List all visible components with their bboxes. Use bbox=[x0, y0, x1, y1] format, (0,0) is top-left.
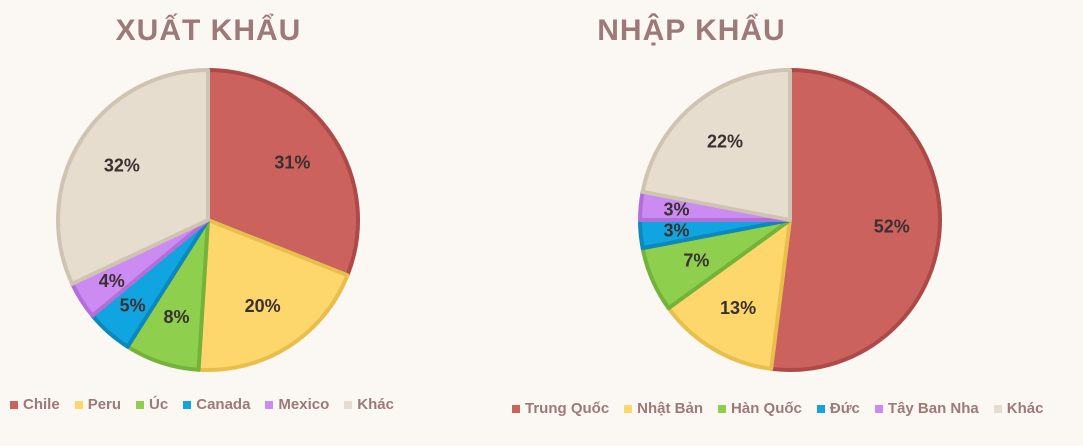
slice-label-han-quoc: 7% bbox=[683, 251, 709, 271]
legend-swatch bbox=[10, 400, 18, 409]
legend-item-uc: Úc bbox=[136, 396, 168, 413]
legend-item-mexico: Mexico bbox=[265, 396, 329, 413]
legend-label: Peru bbox=[87, 396, 122, 413]
legend-item-canada: Canada bbox=[183, 396, 250, 413]
import-chart: NHẬP KHẨU 52% 13% 7% 3% 3% 22% Trung Quốc Nhật… bbox=[500, 0, 1083, 446]
legend-item-nhat-ban: Nhật Bản bbox=[624, 400, 703, 417]
legend-item-duc: Đức bbox=[816, 400, 860, 417]
pie-slice-trung-quoc bbox=[769, 68, 942, 372]
legend-swatch bbox=[512, 404, 520, 413]
legend-swatch bbox=[874, 404, 883, 413]
pie-slice-nhat-ban bbox=[666, 218, 792, 371]
legend-label: Canada bbox=[196, 396, 251, 413]
pie-slice-peru bbox=[196, 218, 350, 372]
legend-label: Nhật Bản bbox=[637, 400, 704, 417]
slice-label-nhat-ban: 13% bbox=[720, 298, 756, 318]
legend-label: Chile bbox=[23, 396, 60, 413]
slice-label-khac: 32% bbox=[104, 155, 140, 175]
legend-label: Úc bbox=[149, 396, 169, 413]
legend-swatch bbox=[344, 400, 353, 409]
legend-swatch bbox=[265, 400, 274, 409]
legend-swatch bbox=[816, 404, 825, 413]
import-chart-title: NHẬP KHẨU bbox=[597, 14, 786, 47]
legend-label: Đức bbox=[829, 400, 860, 417]
slice-label-uc: 8% bbox=[163, 307, 189, 327]
slice-label-peru: 20% bbox=[245, 296, 281, 316]
legend-label: Trung Quốc bbox=[525, 400, 610, 417]
legend-item-khac: Khác bbox=[993, 400, 1044, 417]
slice-label-trung-quoc: 52% bbox=[874, 216, 910, 236]
legend-label: Khác bbox=[1006, 400, 1044, 417]
export-pie: 31% 20% 8% 5% 4% 32% bbox=[56, 68, 360, 372]
slice-label-canada: 5% bbox=[120, 296, 146, 316]
legend-item-peru: Peru bbox=[74, 396, 122, 413]
legend-label: Mexico bbox=[278, 396, 330, 413]
legend-item-chile: Chile bbox=[10, 396, 60, 413]
slice-label-duc: 3% bbox=[663, 221, 689, 241]
slice-label-khac: 22% bbox=[707, 131, 743, 151]
legend-label: Tây Ban Nha bbox=[887, 400, 979, 417]
export-chart-title: XUẤT KHẨU bbox=[115, 14, 302, 47]
legend-swatch bbox=[136, 400, 145, 409]
legend-item-khac: Khác bbox=[344, 396, 394, 413]
legend-item-tay-ban-nha: Tây Ban Nha bbox=[874, 400, 979, 417]
legend-swatch bbox=[74, 400, 83, 409]
pie-slice-khac bbox=[56, 68, 210, 286]
slice-label-mexico: 4% bbox=[99, 271, 125, 291]
legend-item-trung-quoc: Trung Quốc bbox=[512, 400, 609, 417]
legend-swatch bbox=[993, 404, 1002, 413]
pie-slice-chile bbox=[206, 68, 360, 278]
legend-label: Hàn Quốc bbox=[731, 400, 802, 417]
slice-label-tay-ban-nha: 3% bbox=[663, 199, 689, 219]
legend-swatch bbox=[624, 404, 633, 413]
legend-label: Khác bbox=[357, 396, 394, 413]
export-legend: Chile Peru Úc Canada Mexico Khác bbox=[10, 396, 394, 413]
legend-swatch bbox=[718, 404, 727, 413]
export-chart: XUẤT KHẨU 31% 20% 8% 5% 4% 32% Chile Peru Úc Can… bbox=[0, 0, 417, 446]
import-legend: Trung Quốc Nhật Bản Hàn Quốc Đức Tây Ban Nha… bbox=[512, 400, 1043, 417]
pie-slice-khac bbox=[640, 68, 792, 222]
import-pie: 52% 13% 7% 3%3% 22% bbox=[638, 68, 942, 372]
legend-swatch bbox=[183, 400, 192, 409]
slice-label-chile: 31% bbox=[274, 153, 310, 173]
legend-item-han-quoc: Hàn Quốc bbox=[718, 400, 802, 417]
